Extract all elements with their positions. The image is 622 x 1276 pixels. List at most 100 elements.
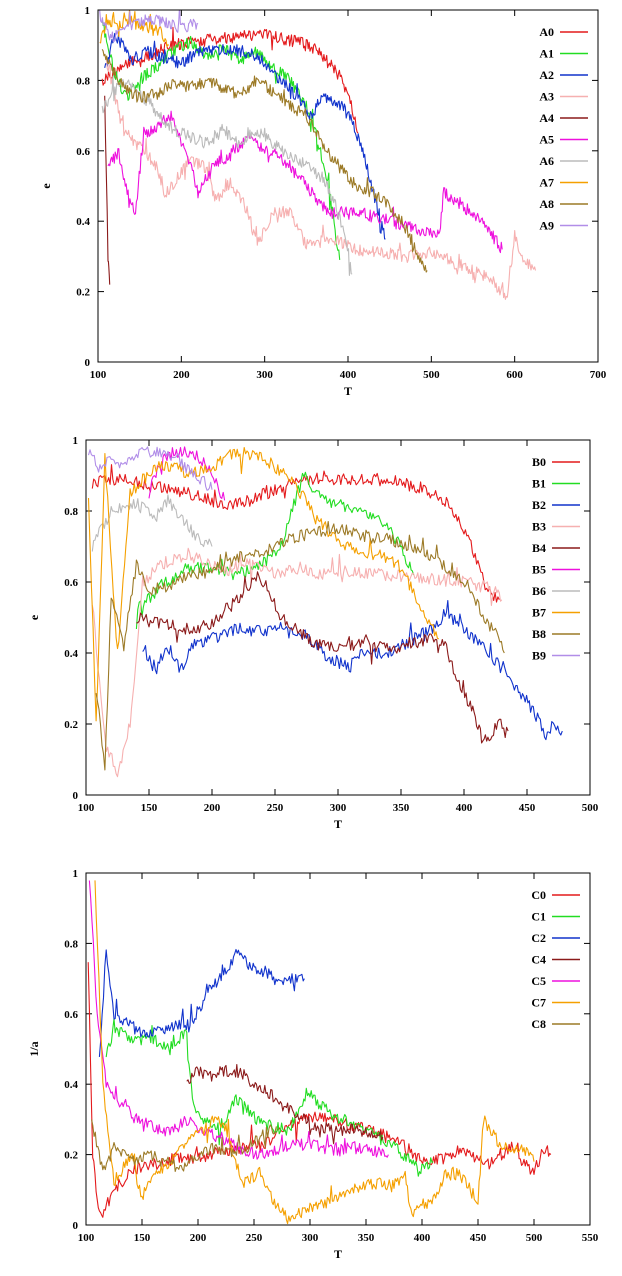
legend-label-A9: A9 bbox=[539, 219, 554, 233]
series-line-C4 bbox=[186, 1064, 384, 1145]
legend-label-C5: C5 bbox=[531, 974, 546, 988]
x-tick-label: 250 bbox=[267, 802, 284, 814]
x-tick-label: 500 bbox=[526, 1232, 543, 1244]
legend-label-B1: B1 bbox=[532, 477, 546, 491]
series-line-B6 bbox=[91, 494, 213, 552]
legend-label-C2: C2 bbox=[531, 931, 546, 945]
y-axis-label: e bbox=[39, 183, 53, 189]
x-tick-label: 300 bbox=[256, 369, 273, 381]
series-line-C8 bbox=[91, 1119, 277, 1172]
series-line-C7 bbox=[94, 880, 535, 1225]
chart-panel-1: 100 200 300 400 500 600 700 0 0.2 0.4 0.6 0.8 1 A0 A1 A… bbox=[39, 5, 607, 398]
y-tick-label: 0.4 bbox=[76, 216, 90, 228]
x-tick-label: 300 bbox=[330, 802, 347, 814]
x-tick-label: 250 bbox=[246, 1232, 263, 1244]
series-line-B0 bbox=[91, 464, 500, 603]
x-tick-label: 100 bbox=[90, 369, 107, 381]
legend-label-B9: B9 bbox=[532, 649, 546, 663]
x-tick-label: 450 bbox=[470, 1232, 487, 1244]
series-line-B2 bbox=[142, 600, 563, 741]
y-tick-label: 0.4 bbox=[64, 1079, 78, 1091]
x-tick-label: 350 bbox=[393, 802, 410, 814]
plot-frame bbox=[97, 9, 599, 363]
series-line-B1 bbox=[135, 471, 415, 630]
y-tick-label: 0.2 bbox=[76, 287, 90, 299]
series-line-B7 bbox=[87, 446, 439, 722]
x-tick-label: 550 bbox=[582, 1232, 599, 1244]
series-line-A5 bbox=[107, 110, 503, 254]
series-line-A1 bbox=[101, 18, 341, 260]
x-tick-label: 350 bbox=[358, 1232, 375, 1244]
legend-label-A3: A3 bbox=[539, 90, 554, 104]
series-line-B8 bbox=[95, 520, 505, 771]
x-tick-label: 500 bbox=[582, 802, 599, 814]
legend-label-A2: A2 bbox=[539, 68, 554, 82]
series-line-A7 bbox=[99, 10, 170, 48]
y-tick-label: 0.2 bbox=[64, 719, 78, 731]
y-tick-label: 0 bbox=[73, 790, 79, 802]
x-tick-label: 500 bbox=[423, 369, 440, 381]
x-tick-label: 200 bbox=[173, 369, 190, 381]
legend-label-A6: A6 bbox=[539, 154, 554, 168]
legend-label-A4: A4 bbox=[539, 111, 554, 125]
x-tick-label: 700 bbox=[590, 369, 607, 381]
series-line-B9 bbox=[87, 446, 213, 491]
x-tick-label: 200 bbox=[190, 1232, 207, 1244]
series-line-B4 bbox=[136, 571, 509, 744]
legend-label-C0: C0 bbox=[531, 888, 546, 902]
x-tick-label: 450 bbox=[519, 802, 536, 814]
series-group bbox=[87, 880, 552, 1225]
legend-label-A5: A5 bbox=[539, 133, 554, 147]
legend-label-B8: B8 bbox=[532, 627, 546, 641]
y-tick-label: 1 bbox=[85, 5, 91, 17]
legend-label-B5: B5 bbox=[532, 563, 546, 577]
y-tick-label: 0.8 bbox=[64, 506, 78, 518]
x-axis-label: T bbox=[334, 817, 342, 831]
plot-frame bbox=[85, 439, 591, 796]
x-tick-label: 150 bbox=[141, 802, 158, 814]
y-tick-label: 0 bbox=[85, 357, 91, 369]
legend-label-B3: B3 bbox=[532, 520, 546, 534]
legend-label-C7: C7 bbox=[531, 996, 546, 1010]
series-line-A8 bbox=[101, 49, 428, 273]
legend-label-C8: C8 bbox=[531, 1017, 546, 1031]
plot-frame bbox=[85, 872, 591, 1226]
x-tick-label: 400 bbox=[340, 369, 357, 381]
series-line-A6 bbox=[101, 75, 353, 276]
legend-label-B7: B7 bbox=[532, 606, 546, 620]
series-line-A4 bbox=[104, 95, 111, 285]
series-line-C2 bbox=[98, 948, 305, 1057]
legend-label-B0: B0 bbox=[532, 455, 546, 469]
y-tick-label: 0.2 bbox=[64, 1150, 78, 1162]
y-tick-label: 0.6 bbox=[64, 577, 78, 589]
chart-panel-2: 100 150 200 250 300 350 400 450 500 0 0.2 0.4 0.6 0.8… bbox=[27, 435, 599, 831]
legend-label-A1: A1 bbox=[539, 47, 554, 61]
series-line-A2 bbox=[104, 32, 386, 240]
y-tick-label: 1 bbox=[73, 435, 79, 447]
y-axis-label: e bbox=[27, 614, 41, 620]
y-tick-label: 0.8 bbox=[64, 938, 78, 950]
y-tick-label: 0.4 bbox=[64, 648, 78, 660]
legend-label-A0: A0 bbox=[539, 25, 554, 39]
legend-label-B6: B6 bbox=[532, 584, 546, 598]
y-tick-label: 0 bbox=[73, 1220, 79, 1232]
legend-label-B4: B4 bbox=[532, 541, 546, 555]
y-axis-label: 1/a bbox=[27, 1041, 41, 1056]
series-line-B5 bbox=[148, 446, 226, 501]
legend-label-C1: C1 bbox=[531, 910, 546, 924]
x-axis-label: T bbox=[344, 384, 352, 398]
y-tick-label: 0.6 bbox=[76, 146, 90, 158]
series-line-A3 bbox=[105, 57, 537, 300]
legend-label-B2: B2 bbox=[532, 498, 546, 512]
y-tick-label: 0.6 bbox=[64, 1009, 78, 1021]
series-group bbox=[99, 10, 537, 300]
legend-label-A7: A7 bbox=[539, 176, 554, 190]
legend-label-C4: C4 bbox=[531, 953, 546, 967]
series-line-A9 bbox=[99, 10, 199, 43]
x-tick-label: 300 bbox=[302, 1232, 319, 1244]
legend-label-A8: A8 bbox=[539, 197, 554, 211]
x-tick-label: 400 bbox=[456, 802, 473, 814]
y-tick-label: 0.8 bbox=[76, 75, 90, 87]
x-axis-label: T bbox=[334, 1247, 342, 1261]
series-line-C0 bbox=[87, 962, 552, 1218]
